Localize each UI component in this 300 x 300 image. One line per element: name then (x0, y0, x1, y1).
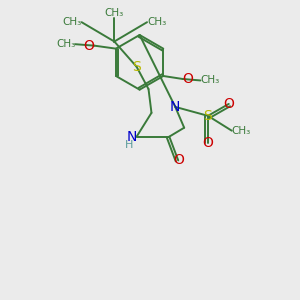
Text: S: S (132, 60, 141, 74)
Text: O: O (183, 72, 194, 86)
Text: CH₃: CH₃ (200, 76, 220, 85)
Text: H: H (125, 140, 134, 150)
Text: CH₃: CH₃ (105, 8, 124, 18)
Text: CH₃: CH₃ (232, 126, 251, 136)
Text: CH₃: CH₃ (147, 17, 166, 27)
Text: O: O (84, 39, 94, 53)
Text: CH₃: CH₃ (62, 17, 82, 27)
Text: O: O (173, 153, 184, 167)
Text: CH₃: CH₃ (56, 39, 75, 49)
Text: O: O (202, 136, 213, 150)
Text: S: S (204, 109, 212, 123)
Text: N: N (170, 100, 181, 114)
Text: N: N (126, 130, 136, 144)
Text: O: O (223, 97, 234, 111)
